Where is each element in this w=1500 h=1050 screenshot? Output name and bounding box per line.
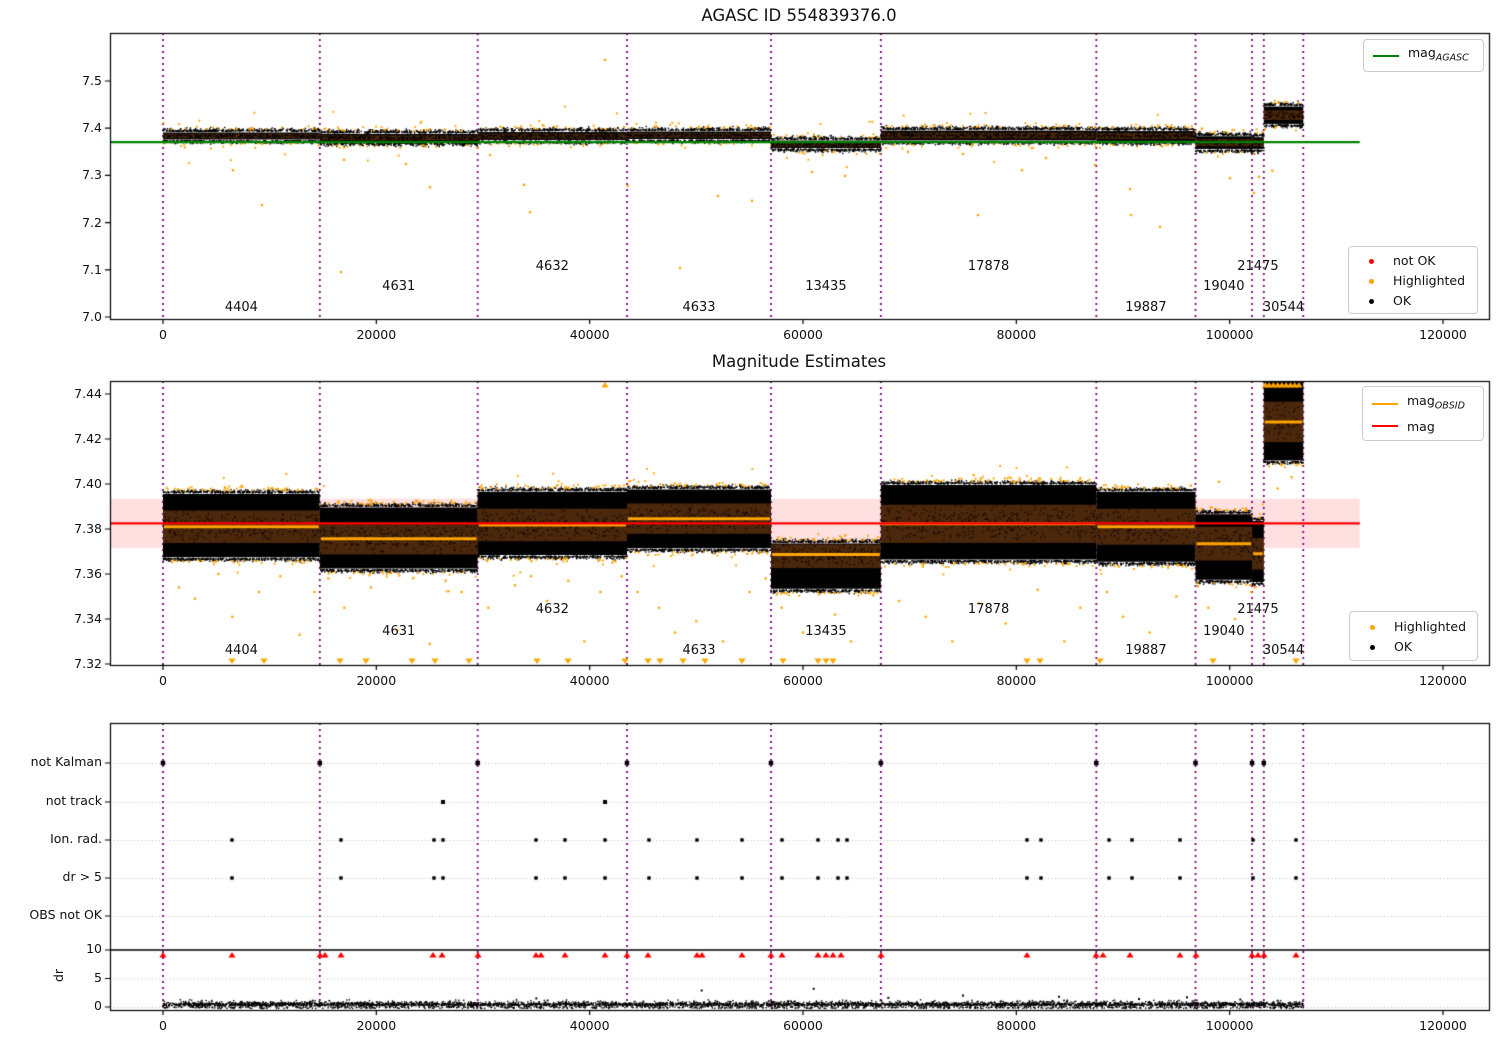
legend-item: not OK bbox=[1358, 252, 1468, 269]
y-tick-label-middle: 7.32 bbox=[74, 656, 102, 671]
legend-marker-icon bbox=[1373, 54, 1399, 57]
legend-label: OK bbox=[1394, 638, 1413, 654]
obsid-label-top: 4633 bbox=[682, 300, 716, 315]
y-tick-label-middle: 7.40 bbox=[74, 476, 102, 491]
dr-tick-label: 5 bbox=[94, 969, 102, 985]
legend-marker-icon bbox=[1358, 272, 1384, 289]
legend-item: mag bbox=[1372, 418, 1474, 435]
legend-item: OK bbox=[1359, 638, 1468, 655]
x-tick-label-bottom: 20000 bbox=[356, 1018, 397, 1033]
obsid-label-middle: 13435 bbox=[805, 624, 847, 639]
y-tick-label-top: 7.2 bbox=[82, 214, 102, 230]
dr-tick-label: 10 bbox=[86, 941, 102, 956]
top-plot-title: AGASC ID 554839376.0 bbox=[701, 6, 897, 25]
y-tick-label-top: 7.1 bbox=[82, 261, 102, 277]
legend-marker-icon bbox=[1359, 638, 1385, 655]
legend-label: OK bbox=[1393, 292, 1412, 308]
legend-marker-icon bbox=[1358, 292, 1384, 309]
obsid-label-middle: 19887 bbox=[1125, 643, 1167, 658]
flag-row-label: Ion. rad. bbox=[50, 831, 102, 846]
obsid-label-middle: 19040 bbox=[1203, 624, 1245, 639]
x-tick-label-bottom: 0 bbox=[159, 1018, 167, 1033]
x-tick-label-top: 120000 bbox=[1419, 327, 1467, 342]
y-tick-label-middle: 7.34 bbox=[74, 611, 102, 626]
obsid-label-top: 19040 bbox=[1203, 279, 1245, 294]
x-tick-label-top: 60000 bbox=[783, 327, 823, 342]
legend-item: Highlighted bbox=[1358, 272, 1468, 289]
obsid-label-top: 17878 bbox=[967, 259, 1010, 274]
obsid-label-top: 13435 bbox=[805, 279, 847, 294]
y-tick-label-top: 7.5 bbox=[82, 73, 102, 88]
obsid-label-top: 19887 bbox=[1125, 300, 1167, 315]
legend-label: Highlighted bbox=[1394, 618, 1467, 634]
x-tick-label-middle: 80000 bbox=[996, 673, 1037, 688]
obsid-label-top: 4632 bbox=[535, 259, 569, 274]
x-tick-label-top: 80000 bbox=[996, 327, 1037, 342]
flag-row-label: OBS not OK bbox=[29, 907, 102, 922]
legend-mag-lines: magOBSID mag bbox=[1362, 386, 1484, 441]
x-tick-label-bottom: 80000 bbox=[996, 1018, 1037, 1033]
middle-plot-title: Magnitude Estimates bbox=[711, 352, 887, 371]
obsid-label-middle: 30544 bbox=[1262, 643, 1305, 658]
legend-item: magAGASC bbox=[1373, 44, 1474, 67]
obsid-label-middle: 4632 bbox=[535, 602, 569, 617]
legend-item: Highlighted bbox=[1359, 618, 1468, 635]
legend-item: OK bbox=[1358, 292, 1468, 309]
y-tick-label-middle: 7.44 bbox=[74, 386, 102, 401]
legend-marker-icon bbox=[1358, 252, 1384, 269]
legend-marker-icon bbox=[1372, 402, 1398, 405]
x-tick-label-top: 0 bbox=[159, 327, 167, 342]
y-tick-label-top: 7.0 bbox=[82, 309, 102, 324]
x-tick-label-top: 100000 bbox=[1205, 327, 1254, 342]
obsid-label-middle: 21475 bbox=[1237, 602, 1279, 617]
x-tick-label-bottom: 40000 bbox=[569, 1018, 610, 1033]
y-tick-label-middle: 7.42 bbox=[74, 431, 102, 446]
y-tick-label-middle: 7.38 bbox=[74, 521, 102, 536]
obsid-label-top: 4631 bbox=[382, 279, 416, 294]
y-tick-label-middle: 7.36 bbox=[74, 566, 102, 581]
x-tick-label-middle: 20000 bbox=[356, 673, 397, 688]
legend-marker-icon bbox=[1372, 425, 1398, 428]
obsid-label-middle: 4404 bbox=[224, 643, 258, 658]
x-tick-label-middle: 120000 bbox=[1419, 673, 1467, 688]
x-tick-label-middle: 100000 bbox=[1205, 673, 1254, 688]
x-tick-label-bottom: 100000 bbox=[1205, 1018, 1254, 1033]
obsid-label-top: 21475 bbox=[1237, 259, 1279, 274]
obsid-label-top: 4404 bbox=[224, 300, 258, 315]
obsid-label-top: 30544 bbox=[1262, 300, 1305, 315]
x-tick-label-top: 40000 bbox=[569, 327, 610, 342]
legend-marker-icon bbox=[1359, 618, 1385, 635]
obsid-label-middle: 4633 bbox=[682, 643, 716, 658]
y-tick-label-top: 7.4 bbox=[82, 120, 102, 136]
legend-point-status-top: not OK Highlighted OK bbox=[1348, 246, 1478, 314]
legend-item: magOBSID bbox=[1372, 392, 1474, 415]
legend-label: not OK bbox=[1393, 252, 1436, 268]
obsid-label-middle: 4631 bbox=[382, 624, 416, 639]
legend-label: magOBSID bbox=[1407, 393, 1465, 412]
obsid-label-middle: 17878 bbox=[967, 602, 1010, 617]
dr-tick-label: 0 bbox=[94, 998, 102, 1013]
legend-label: Highlighted bbox=[1393, 272, 1466, 288]
flag-row-label: dr > 5 bbox=[62, 869, 102, 884]
legend-label: mag bbox=[1407, 418, 1435, 434]
legend-mag-agasc: magAGASC bbox=[1363, 39, 1484, 72]
flag-row-label: not Kalman bbox=[30, 754, 102, 769]
legend-point-status-middle: Highlighted OK bbox=[1349, 611, 1478, 661]
y-tick-label-top: 7.3 bbox=[82, 167, 102, 183]
x-tick-label-middle: 0 bbox=[159, 673, 167, 688]
flag-row-label: not track bbox=[45, 793, 102, 808]
legend-label: magAGASC bbox=[1408, 45, 1469, 64]
x-tick-label-middle: 40000 bbox=[569, 673, 610, 688]
x-tick-label-top: 20000 bbox=[356, 327, 397, 342]
x-tick-label-bottom: 60000 bbox=[783, 1018, 823, 1033]
x-tick-label-middle: 60000 bbox=[783, 673, 823, 688]
x-tick-label-bottom: 120000 bbox=[1419, 1018, 1467, 1033]
